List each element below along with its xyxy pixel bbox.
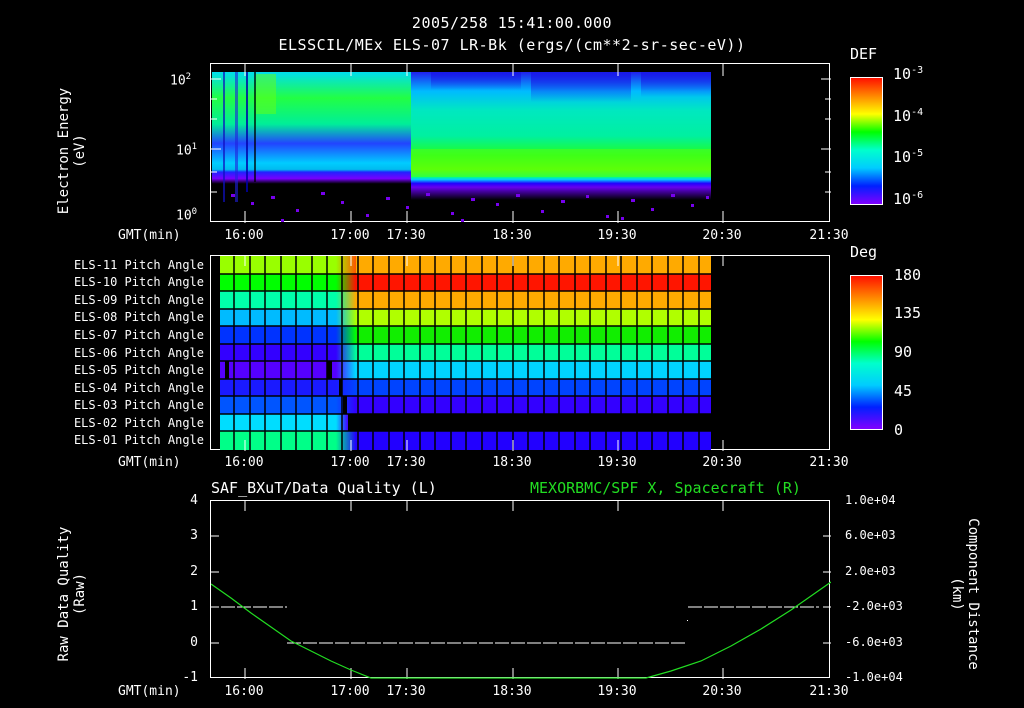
row-label-els07: ELS-07 Pitch Angle [73, 328, 204, 342]
p2-xtick-1730: 17:30 [386, 455, 426, 470]
panel1-ytick-100: 102 [170, 72, 192, 89]
low-energy-noise [231, 192, 709, 222]
deg-colorbar [850, 275, 883, 430]
xtick-2030: 20:30 [702, 228, 742, 243]
right-ytick-1e4: 1.0e+04 [845, 493, 896, 507]
panel3-right-ylabel-line2: (km) [949, 577, 965, 611]
p2-xtick-2130: 21:30 [809, 455, 849, 470]
deg-label-0: 0 [894, 421, 904, 439]
xtick-1700: 17:00 [330, 228, 370, 243]
left-ytick-3: 3 [190, 528, 198, 543]
pitch-angle-plot[interactable] [210, 255, 830, 451]
xtick-1830: 18:30 [492, 228, 532, 243]
plot-subtitle: ELSSCIL/MEx ELS-07 LR-Bk (ergs/(cm**2-sr… [278, 36, 746, 54]
plot-timestamp: 2005/258 15:41:00.000 [411, 14, 613, 32]
panel3-right-title: MEXORBMC/SPF X, Spacecraft (R) [530, 479, 801, 497]
row-label-els01: ELS-01 Pitch Angle [73, 433, 204, 447]
row-label-els10: ELS-10 Pitch Angle [73, 275, 204, 289]
panel3-left-title: SAF_BXuT/Data Quality (L) [211, 479, 437, 497]
left-ytick-2: 2 [190, 564, 198, 579]
def-colorbar [850, 77, 883, 205]
left-ytick-0: 0 [190, 635, 198, 650]
pitch-transition [336, 256, 356, 450]
panel3-left-ylabel-line1: Raw Data Quality [56, 526, 72, 662]
p3-xtick-1600: 16:00 [224, 684, 264, 699]
def-colorbar-label-1e-5: 10-5 [893, 148, 924, 166]
p2-xtick-1700: 17:00 [330, 455, 370, 470]
deg-label-180: 180 [894, 266, 922, 284]
row-label-els03: ELS-03 Pitch Angle [73, 398, 204, 412]
p3-xtick-1830: 18:30 [492, 684, 532, 699]
def-colorbar-label-1e-6: 10-6 [893, 190, 924, 208]
xtick-2130: 21:30 [809, 228, 849, 243]
panel2-xticks [244, 256, 724, 451]
xtick-1730: 17:30 [386, 228, 426, 243]
deg-label-45: 45 [894, 382, 913, 400]
right-ytick-6e3: 6.0e+03 [845, 528, 896, 542]
def-colorbar-label-1e-3: 10-3 [893, 65, 924, 83]
right-ytick-m2e3: -2.0e+03 [845, 599, 903, 613]
p3-xtick-2130: 21:30 [809, 684, 849, 699]
panel3-right-ylabel: Component Distance (km) [949, 499, 981, 689]
spacecraft-x-line [211, 581, 831, 679]
right-ytick-m6e3: -6.0e+03 [845, 635, 903, 649]
panel1-ylabel-line2: (eV) [72, 134, 88, 168]
row-label-els05: ELS-05 Pitch Angle [73, 363, 204, 377]
panel1-ytick-1: 100 [176, 207, 198, 224]
left-ytick-4: 4 [190, 493, 198, 508]
p2-xtick-2030: 20:30 [702, 455, 742, 470]
panel1-ylabel: Electron Energy (eV) [56, 71, 88, 231]
quality-distance-canvas [211, 501, 831, 679]
data-quality-line [221, 606, 819, 644]
row-label-els04: ELS-04 Pitch Angle [73, 381, 204, 395]
energy-spectrogram-canvas [211, 64, 831, 223]
row-label-els06: ELS-06 Pitch Angle [73, 346, 204, 360]
panel3-left-ylabel-line2: (Raw) [72, 572, 88, 616]
panel3-left-ylabel: Raw Data Quality (Raw) [56, 514, 88, 674]
def-colorbar-title: DEF [850, 45, 878, 63]
p3-xtick-2030: 20:30 [702, 684, 742, 699]
def-colorbar-label-1e-4: 10-4 [893, 107, 924, 125]
pitch-angle-canvas [220, 256, 724, 451]
p3-xtick-1730: 17:30 [386, 684, 426, 699]
panel3-right-ylabel-line1: Component Distance [965, 518, 981, 670]
row-label-els11: ELS-11 Pitch Angle [73, 258, 204, 272]
panel1-xticks [211, 64, 831, 223]
row-label-els02: ELS-02 Pitch Angle [73, 416, 204, 430]
p2-xtick-1600: 16:00 [224, 455, 264, 470]
xtick-1600: 16:00 [224, 228, 264, 243]
pitch-grid [220, 256, 711, 450]
energy-spectrogram-plot[interactable] [210, 63, 831, 223]
panel2-xaxis-label: GMT(min) [118, 455, 181, 470]
deg-label-135: 135 [894, 304, 922, 322]
xtick-1930: 19:30 [597, 228, 637, 243]
right-ytick-m1e4: -1.0e+04 [845, 670, 903, 684]
row-label-els08: ELS-08 Pitch Angle [73, 310, 204, 324]
row-label-els09: ELS-09 Pitch Angle [73, 293, 204, 307]
pitch-late-segment [356, 256, 711, 450]
pitch-early-segment [220, 256, 336, 450]
p3-xtick-1700: 17:00 [330, 684, 370, 699]
quality-distance-plot[interactable] [210, 500, 831, 679]
p2-xtick-1830: 18:30 [492, 455, 532, 470]
panel1-xaxis-label: GMT(min) [118, 228, 181, 243]
left-ytick-m1: -1 [182, 670, 198, 685]
panel1-ytick-10: 101 [176, 142, 198, 159]
panel3-xaxis-label: GMT(min) [118, 684, 181, 699]
right-ytick-2e3: 2.0e+03 [845, 564, 896, 578]
deg-label-90: 90 [894, 343, 913, 361]
p3-xtick-1930: 19:30 [597, 684, 637, 699]
panel1-ylabel-line1: Electron Energy [56, 87, 72, 215]
p2-xtick-1930: 19:30 [597, 455, 637, 470]
left-ytick-1: 1 [190, 599, 198, 614]
panel3-ticks [211, 501, 831, 679]
deg-colorbar-title: Deg [850, 243, 878, 261]
